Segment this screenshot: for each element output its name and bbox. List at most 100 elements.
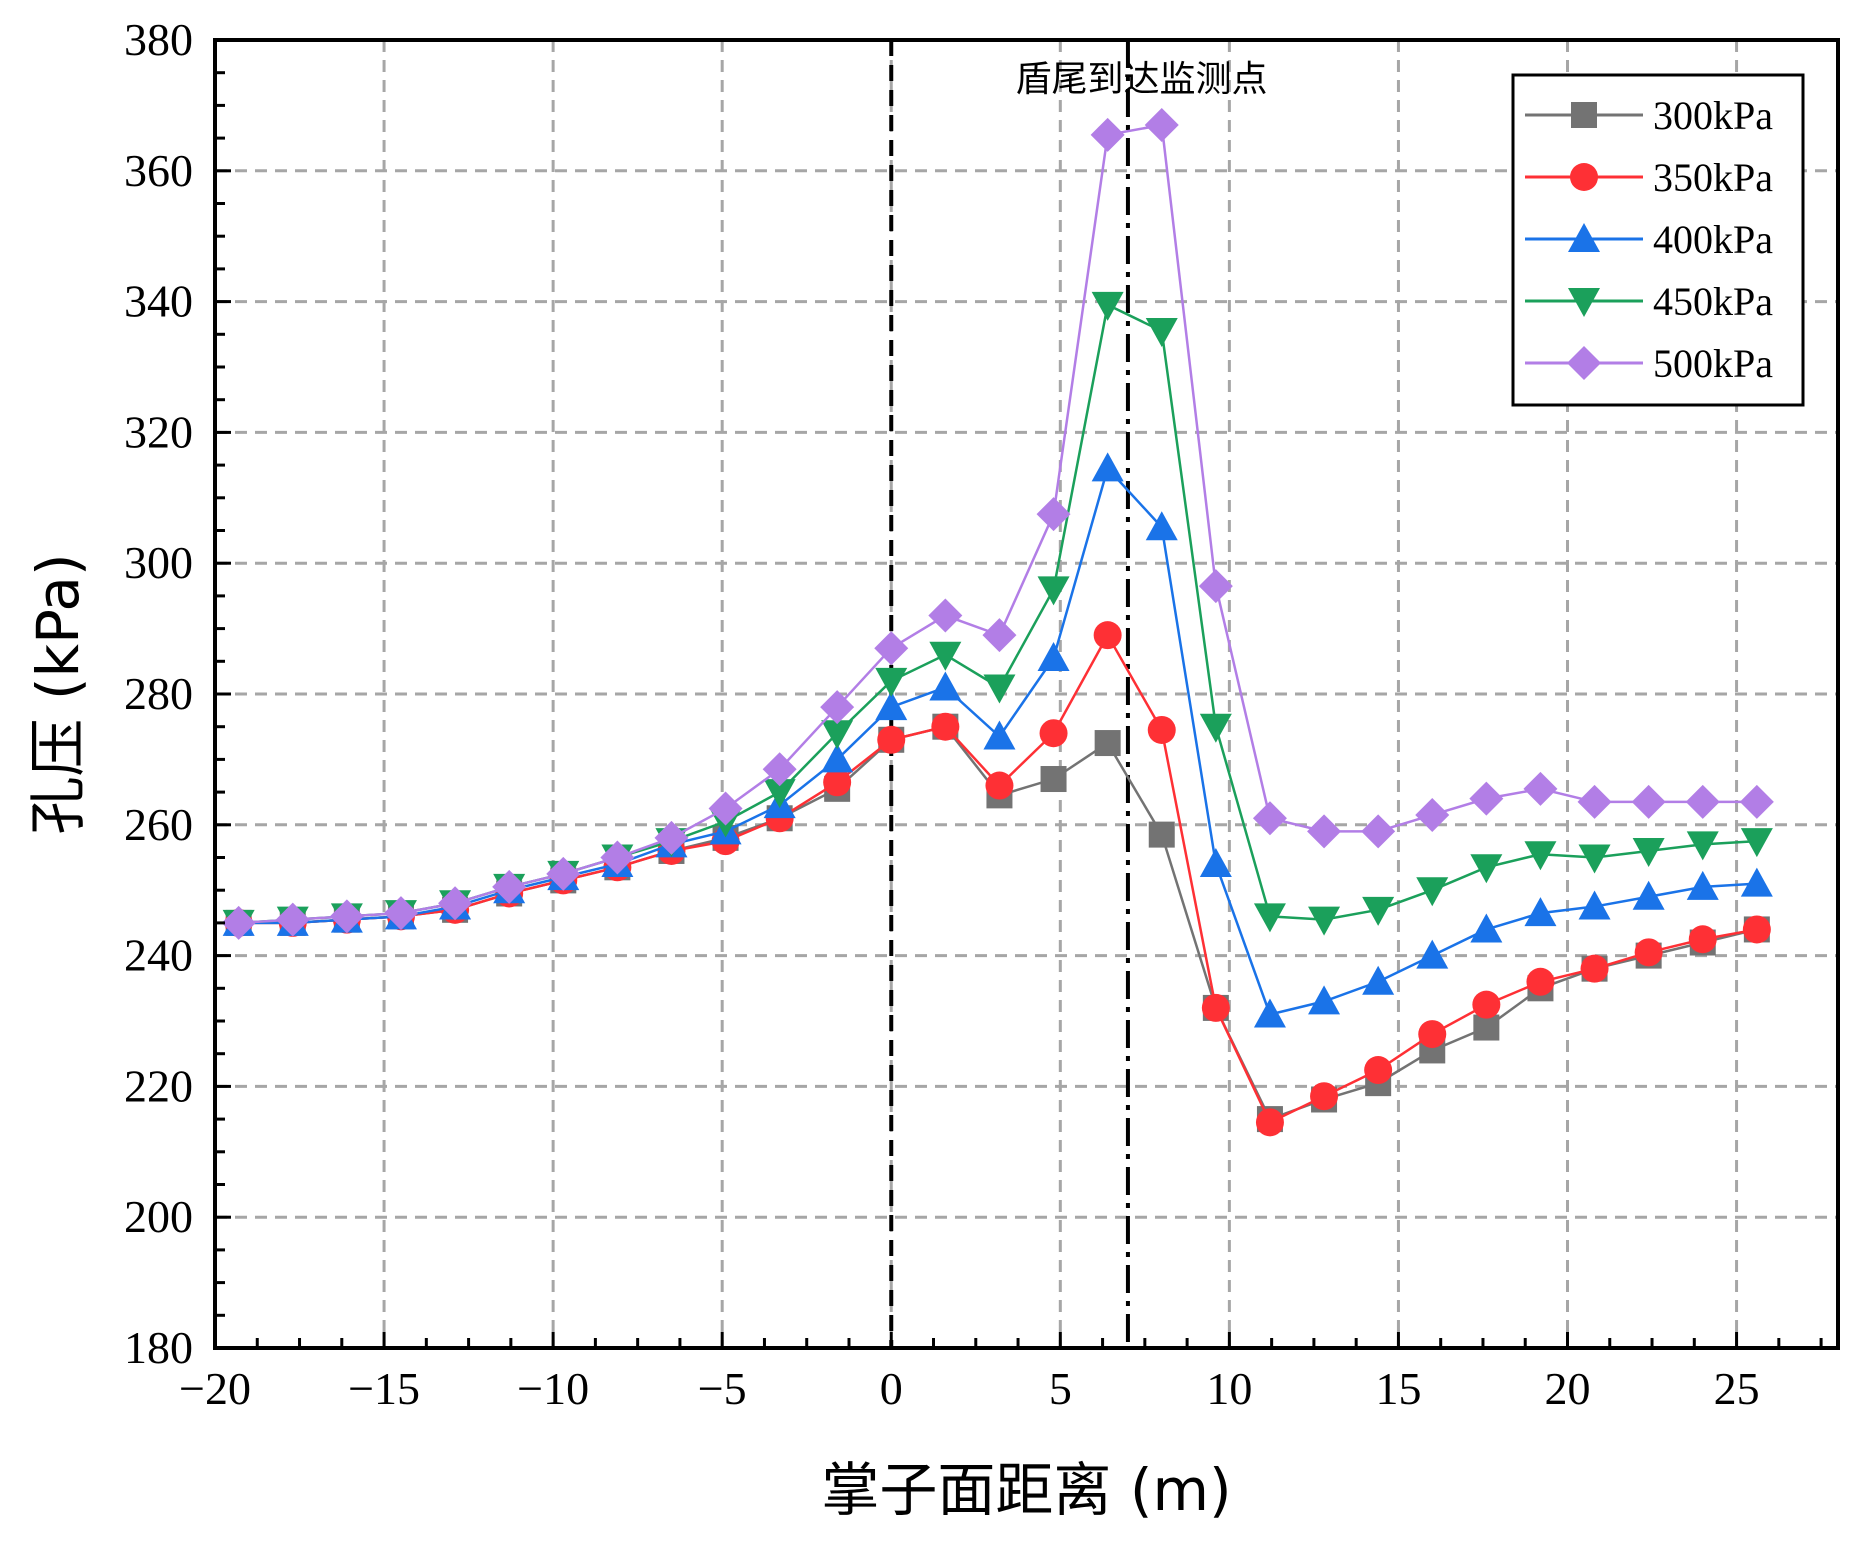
data-point-500kpa xyxy=(1577,784,1612,819)
data-point-450kpa xyxy=(1145,318,1178,348)
legend: 300kPa 350kPa 400kPa 450kPa 500kPa xyxy=(1511,73,1805,407)
data-point-450kpa xyxy=(1199,713,1232,743)
data-point-500kpa xyxy=(329,899,364,934)
y-tick-label: 240 xyxy=(124,930,193,981)
data-point-500kpa xyxy=(1739,784,1774,819)
data-point-350kpa xyxy=(1742,915,1771,944)
x-tick-label: 15 xyxy=(1375,1363,1421,1414)
y-tick-label: 260 xyxy=(124,799,193,850)
annotation-label: 盾尾到达监测点 xyxy=(1015,59,1267,100)
data-point-350kpa xyxy=(1688,925,1717,954)
data-point-400kpa xyxy=(1524,897,1557,927)
y-tick-label: 360 xyxy=(124,145,193,196)
data-point-450kpa xyxy=(1091,291,1124,321)
y-tick-label: 380 xyxy=(124,14,193,65)
y-tick-label: 180 xyxy=(124,1322,193,1373)
x-tick-label: −15 xyxy=(348,1363,420,1414)
x-tick-label: 5 xyxy=(1049,1363,1072,1414)
series-500kpa xyxy=(221,108,1774,940)
x-tick-label: 10 xyxy=(1206,1363,1252,1414)
legend-marker-350kpa xyxy=(1570,163,1598,191)
data-point-500kpa xyxy=(1036,497,1071,532)
data-point-500kpa xyxy=(1415,797,1450,832)
x-tick-label: −10 xyxy=(517,1363,589,1414)
y-tick-label: 300 xyxy=(124,537,193,588)
data-point-400kpa xyxy=(1416,939,1449,969)
y-tick-label: 340 xyxy=(124,276,193,327)
data-point-400kpa xyxy=(1145,511,1178,541)
data-point-500kpa xyxy=(928,598,963,633)
x-tick-label: −5 xyxy=(698,1363,747,1414)
data-point-350kpa xyxy=(1310,1082,1339,1111)
data-point-500kpa xyxy=(1685,784,1720,819)
data-point-450kpa xyxy=(1308,906,1341,936)
data-point-350kpa xyxy=(1147,715,1176,744)
data-point-500kpa xyxy=(1469,781,1504,816)
data-point-450kpa xyxy=(929,641,962,671)
data-point-500kpa xyxy=(275,902,310,937)
data-point-350kpa xyxy=(1472,990,1501,1019)
data-point-400kpa xyxy=(1578,890,1611,920)
data-point-450kpa xyxy=(821,720,854,750)
data-point-500kpa xyxy=(1523,771,1558,806)
legend-marker-300kpa xyxy=(1571,102,1597,128)
data-point-500kpa xyxy=(1090,117,1125,152)
data-point-500kpa xyxy=(708,791,743,826)
series-400kpa xyxy=(222,452,1773,1028)
data-point-500kpa xyxy=(492,869,527,904)
legend-marker-500kpa xyxy=(1567,346,1601,380)
data-point-350kpa xyxy=(1201,993,1230,1022)
x-tick-label: 25 xyxy=(1714,1363,1760,1414)
data-point-350kpa xyxy=(1634,938,1663,967)
y-tick-label: 280 xyxy=(124,668,193,719)
data-point-400kpa xyxy=(1308,985,1341,1015)
x-tick-label: −20 xyxy=(179,1363,251,1414)
data-point-450kpa xyxy=(1470,854,1503,884)
data-point-500kpa xyxy=(600,840,635,875)
data-point-500kpa xyxy=(221,905,256,940)
data-point-500kpa xyxy=(383,896,418,931)
data-point-500kpa xyxy=(982,618,1017,653)
data-point-400kpa xyxy=(1362,965,1395,995)
data-point-300kpa xyxy=(1148,821,1175,848)
data-point-500kpa xyxy=(1252,801,1287,836)
data-point-500kpa xyxy=(762,752,797,787)
legend-label-450kpa: 450kPa xyxy=(1653,279,1773,324)
x-tick-label: 20 xyxy=(1545,1363,1591,1414)
data-point-350kpa xyxy=(1580,954,1609,983)
data-point-350kpa xyxy=(985,771,1014,800)
data-point-500kpa xyxy=(1307,814,1342,849)
data-point-350kpa xyxy=(877,725,906,754)
data-point-450kpa xyxy=(1037,576,1070,606)
data-point-350kpa xyxy=(1526,967,1555,996)
series-layer xyxy=(221,108,1774,1137)
data-point-400kpa xyxy=(1199,848,1232,878)
legend-label-350kpa: 350kPa xyxy=(1653,155,1773,200)
data-point-300kpa xyxy=(1473,1014,1500,1041)
data-point-350kpa xyxy=(1255,1108,1284,1137)
y-tick-label: 320 xyxy=(124,406,193,457)
data-point-450kpa xyxy=(1740,828,1773,858)
axes xyxy=(213,38,1840,1350)
data-point-500kpa xyxy=(1144,108,1179,143)
data-point-350kpa xyxy=(1093,621,1122,650)
data-point-500kpa xyxy=(654,820,689,855)
data-point-400kpa xyxy=(1740,867,1773,897)
legend-marker-400kpa xyxy=(1568,223,1600,252)
y-tick-label: 220 xyxy=(124,1060,193,1111)
data-point-500kpa xyxy=(1198,569,1233,604)
data-point-450kpa xyxy=(1253,903,1286,933)
data-point-500kpa xyxy=(820,690,855,725)
data-point-300kpa xyxy=(1094,730,1121,757)
data-point-500kpa xyxy=(546,856,581,891)
x-tick-label: 0 xyxy=(880,1363,903,1414)
data-point-450kpa xyxy=(875,667,908,697)
data-point-450kpa xyxy=(763,779,796,809)
data-point-450kpa xyxy=(1686,831,1719,861)
data-point-350kpa xyxy=(1364,1056,1393,1085)
data-point-500kpa xyxy=(438,886,473,921)
data-point-500kpa xyxy=(1631,784,1666,819)
data-point-400kpa xyxy=(929,671,962,701)
